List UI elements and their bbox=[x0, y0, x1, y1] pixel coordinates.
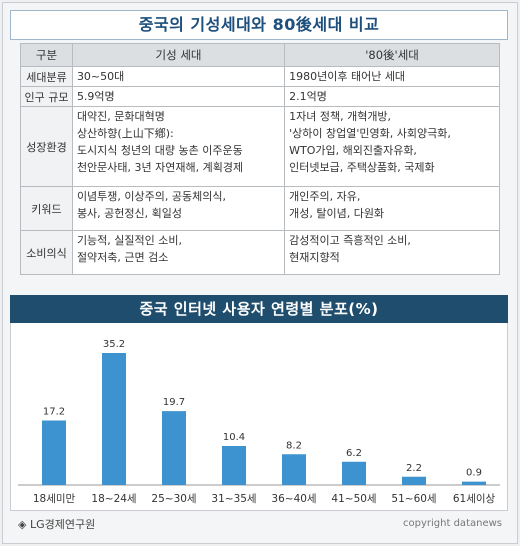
category-label: 25~30세 bbox=[151, 493, 196, 505]
table-row: 세대분류 30~50대 1980년이후 태어난 세대 bbox=[20, 66, 500, 87]
category-label: 36~40세 bbox=[271, 493, 316, 505]
comparison-title: 중국의 기성세대와 80後세대 비교 bbox=[10, 10, 508, 40]
row-label: 인구 규모 bbox=[20, 86, 73, 107]
older-generation-cell: 30~50대 bbox=[71, 66, 286, 87]
table-header-row: 구분 기성 세대 '80後'세대 bbox=[20, 43, 500, 67]
header-category: 구분 bbox=[20, 43, 73, 67]
cell-line: 이념투쟁, 이상주의, 공동체의식, bbox=[76, 190, 226, 203]
row-label: 소비의식 bbox=[20, 230, 73, 275]
bar bbox=[162, 411, 186, 485]
category-label: 61세이상 bbox=[453, 493, 496, 505]
cell-line: 천안문사태, 3년 자연재해, 계획경제 bbox=[76, 161, 244, 174]
post80-generation-cell: 2.1억명 bbox=[284, 86, 500, 107]
cell-line: 30~50대 bbox=[76, 70, 125, 83]
copyright-label: copyright datanews bbox=[403, 518, 502, 529]
data-label: 2.2 bbox=[406, 463, 422, 474]
bar bbox=[282, 454, 306, 485]
data-label: 35.2 bbox=[103, 339, 125, 350]
data-label: 10.4 bbox=[223, 432, 245, 443]
cell-line: 기능적, 실질적인 소비, bbox=[76, 234, 183, 247]
post80-generation-cell: 1자녀 정책, 개혁개방, '상하이 창업열'민영화, 사회양극화, WTO가입, … bbox=[284, 106, 500, 187]
cell-line: 5.9억명 bbox=[76, 90, 115, 103]
cell-line: '상하이 창업열'민영화, 사회양극화, bbox=[289, 127, 451, 140]
data-label: 19.7 bbox=[163, 397, 185, 408]
category-label: 51~60세 bbox=[391, 493, 436, 505]
post80-generation-cell: 1980년이후 태어난 세대 bbox=[284, 66, 500, 87]
cell-line: 도시지식 청년의 대량 농촌 이주운동 bbox=[76, 144, 243, 157]
bar bbox=[402, 476, 426, 485]
cell-line: 봉사, 공헌정신, 획일성 bbox=[76, 207, 183, 220]
cell-line: 2.1억명 bbox=[289, 90, 327, 103]
cell-line: 개인주의, 자유, bbox=[289, 190, 361, 203]
bar bbox=[342, 461, 366, 485]
cell-line: 1자녀 정책, 개혁개방, bbox=[289, 110, 392, 123]
category-label: 31~35세 bbox=[211, 493, 256, 505]
bar bbox=[462, 481, 486, 485]
source-label: ◈ LG경제연구원 bbox=[18, 518, 96, 531]
cell-line: WTO가입, 해외진출자유화, bbox=[289, 144, 417, 157]
data-label: 0.9 bbox=[466, 468, 482, 479]
older-generation-cell: 5.9억명 bbox=[71, 86, 286, 107]
table-row: 소비의식 기능적, 실질적인 소비, 절약저축, 근면 검소 감성적이고 즉흥적인 소… bbox=[20, 230, 500, 275]
category-label: 18세미만 bbox=[33, 493, 76, 505]
cell-line: 개성, 탈이념, 다원화 bbox=[289, 207, 385, 220]
bar bbox=[222, 446, 246, 485]
chart-title: 중국 인터넷 사용자 연령별 분포(%) bbox=[10, 295, 508, 323]
table-row: 키워드 이념투쟁, 이상주의, 공동체의식, 봉사, 공헌정신, 획일성 개인주의, … bbox=[20, 186, 500, 231]
post80-generation-cell: 감성적이고 즉흥적인 소비, 현재지향적 bbox=[284, 230, 500, 275]
cell-line: 상산하향(上山下鄕): bbox=[76, 127, 174, 140]
cell-line: 인터넷보급, 주택상품화, 국제화 bbox=[289, 161, 435, 174]
data-label: 6.2 bbox=[346, 448, 362, 459]
cell-line: 감성적이고 즉흥적인 소비, bbox=[289, 234, 411, 247]
row-label: 키워드 bbox=[20, 186, 73, 231]
category-label: 18~24세 bbox=[91, 493, 136, 505]
header-post80-generation: '80後'세대 bbox=[284, 43, 500, 67]
comparison-table: 구분 기성 세대 '80後'세대 세대분류 30~50대 1980년이후 태어난 세… bbox=[20, 43, 500, 275]
bar bbox=[42, 420, 66, 485]
bar bbox=[102, 353, 126, 485]
cell-line: 절약저축, 근면 검소 bbox=[76, 251, 169, 264]
row-label: 세대분류 bbox=[20, 66, 73, 87]
bar-chart: 17.2 18세미만 35.2 18~24세 19.7 25~30세 10.4 31~35세 8… bbox=[18, 339, 500, 505]
header-older-generation: 기성 세대 bbox=[71, 43, 286, 67]
category-label: 41~50세 bbox=[331, 493, 376, 505]
post80-generation-cell: 개인주의, 자유, 개성, 탈이념, 다원화 bbox=[284, 186, 500, 231]
older-generation-cell: 이념투쟁, 이상주의, 공동체의식, 봉사, 공헌정신, 획일성 bbox=[71, 186, 286, 231]
table-row: 인구 규모 5.9억명 2.1억명 bbox=[20, 86, 500, 107]
data-label: 8.2 bbox=[286, 440, 302, 451]
cell-line: 1980년이후 태어난 세대 bbox=[289, 70, 406, 83]
older-generation-cell: 기능적, 실질적인 소비, 절약저축, 근면 검소 bbox=[71, 230, 286, 275]
cell-line: 대약진, 문화대혁명 bbox=[76, 110, 165, 123]
row-label: 성장환경 bbox=[20, 106, 73, 187]
data-label: 17.2 bbox=[43, 407, 65, 418]
cell-line: 현재지향적 bbox=[289, 251, 340, 264]
